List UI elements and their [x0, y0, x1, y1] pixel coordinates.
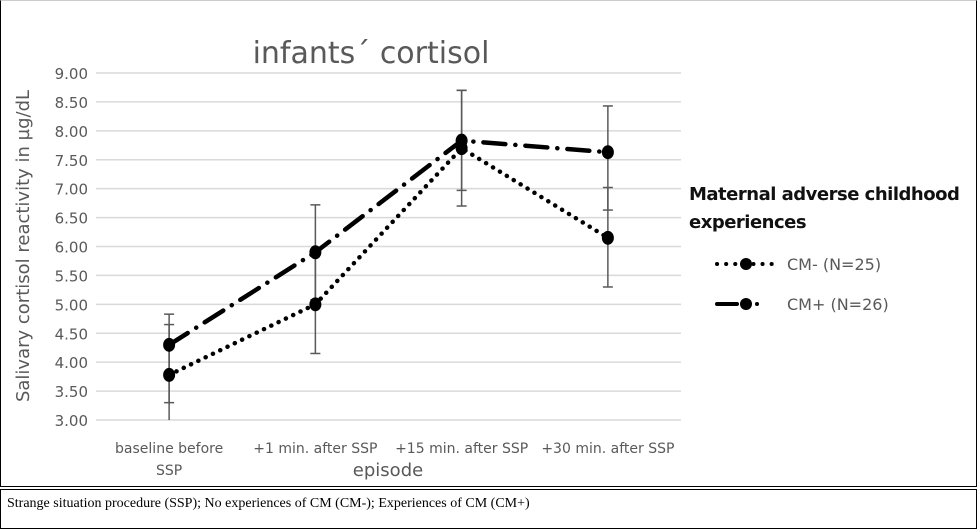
y-tick-label: 9.00: [55, 65, 88, 83]
x-tick-label: +15 min. after SSP: [395, 441, 528, 457]
x-tick-label: +30 min. after SSP: [541, 441, 674, 457]
chart-frame: infants´ cortisol 3.00 3.50 4.00 4.50 5.00 5.…: [0, 0, 977, 487]
y-tick-label: 8.50: [55, 94, 88, 112]
legend-dotted-marker-icon: [715, 258, 777, 270]
legend-label: CM- (N=25): [787, 254, 882, 274]
data-point: [163, 337, 176, 352]
legend: Maternal adverse childhood experiences C…: [689, 181, 969, 317]
legend-item-cm-minus: CM- (N=25): [713, 251, 969, 277]
y-tick-label: 7.00: [55, 181, 88, 199]
data-point: [455, 133, 468, 148]
series-line: [166, 138, 611, 348]
data-point: [163, 367, 176, 382]
y-tick-label: 5.50: [55, 267, 88, 285]
line-chart: infants´ cortisol 3.00 3.50 4.00 4.50 5.00 5.…: [13, 36, 681, 481]
x-axis-label: episode: [353, 460, 423, 481]
y-tick-label: 6.00: [55, 239, 88, 257]
figure-caption: Strange situation procedure (SSP); No ex…: [0, 489, 977, 529]
x-tick-label: SSP: [156, 463, 182, 479]
y-tick-label: 5.00: [55, 296, 88, 314]
y-tick-label: 8.00: [55, 123, 88, 141]
legend-label: CM+ (N=26): [787, 294, 889, 314]
legend-item-cm-plus: CM+ (N=26): [713, 291, 969, 317]
legend-dashdot-marker-icon: [715, 298, 759, 310]
y-tick-label: 3.00: [55, 412, 88, 430]
data-point: [309, 245, 322, 260]
y-tick-label: 7.50: [55, 152, 88, 170]
data-point: [601, 230, 614, 245]
y-axis-label: Salivary cortisol reactivity in µg/dL: [13, 90, 34, 402]
data-point: [601, 145, 614, 160]
legend-title: Maternal adverse childhood experiences: [689, 184, 960, 233]
series-line: [166, 145, 611, 378]
x-tick-label: baseline before: [115, 441, 223, 457]
y-tick-label: 6.50: [55, 210, 88, 228]
data-point: [309, 297, 322, 312]
chart-title: infants´ cortisol: [253, 36, 490, 71]
y-tick-label: 4.50: [55, 325, 88, 343]
x-tick-label: +1 min. after SSP: [253, 441, 377, 457]
y-tick-label: 4.00: [55, 354, 88, 372]
y-tick-label: 3.50: [55, 383, 88, 401]
